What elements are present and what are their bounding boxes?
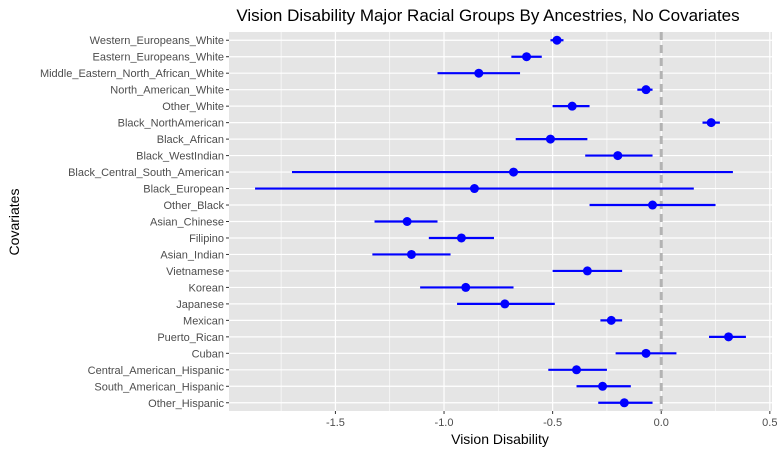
data-point (572, 365, 582, 375)
y-tick-label: Black_European (143, 184, 224, 196)
data-point (500, 299, 510, 309)
y-tick-label: Black_WestIndian (136, 151, 224, 163)
data-point (619, 398, 629, 408)
data-point (552, 35, 562, 45)
x-tick-label: -1.0 (435, 417, 454, 429)
data-point (406, 249, 416, 259)
x-tick-label: 0.5 (762, 417, 777, 429)
data-point (456, 233, 466, 243)
data-point (474, 68, 484, 78)
data-point (613, 151, 623, 161)
data-point (469, 184, 479, 194)
y-tick-label: Eastern_Europeans_White (93, 52, 224, 64)
y-tick-label: Cuban (192, 348, 224, 360)
y-tick-label: Western_Europeans_White (90, 35, 224, 47)
y-tick-label: Other_White (162, 101, 224, 113)
data-point (724, 332, 734, 342)
y-tick-label: Filipino (189, 233, 224, 245)
y-tick-label: Other_Hispanic (148, 398, 224, 410)
y-tick-label: Puerto_Rican (157, 332, 224, 344)
data-point (509, 167, 519, 177)
y-tick-label: Other_Black (163, 200, 224, 212)
data-point (641, 85, 651, 95)
chart-title: Vision Disability Major Racial Groups By… (236, 6, 739, 25)
x-axis-title: Vision Disability (451, 431, 549, 447)
data-marks (255, 35, 746, 408)
y-tick-label: Black_NorthAmerican (118, 118, 224, 130)
y-tick-label: Asian_Indian (160, 249, 224, 261)
y-tick-label: Vietnamese (166, 266, 224, 278)
data-point (461, 282, 471, 292)
data-point (598, 381, 608, 391)
y-tick-label: Japanese (176, 299, 224, 311)
x-tick-label: -0.5 (543, 417, 562, 429)
y-tick-label: Black_Central_South_American (68, 167, 224, 179)
x-tick-label: -1.5 (326, 417, 345, 429)
y-tick-label: Korean (189, 282, 224, 294)
y-tick-label: Mexican (183, 315, 224, 327)
data-point (706, 118, 716, 128)
y-tick-label: Central_American_Hispanic (88, 365, 225, 377)
y-tick-labels: Western_Europeans_White Eastern_Europeans… (40, 35, 229, 410)
y-tick-label: Black_African (157, 134, 224, 146)
data-point (641, 348, 651, 358)
data-point (522, 52, 532, 62)
data-point (567, 101, 577, 111)
x-tick-label: 0.0 (654, 417, 669, 429)
data-point (545, 134, 555, 144)
data-point (606, 315, 616, 325)
data-point (582, 266, 592, 276)
x-tick-labels: -1.5 -1.0 -0.5 0.0 0.5 (326, 411, 777, 429)
data-point (648, 200, 658, 210)
y-tick-label: South_American_Hispanic (94, 381, 224, 393)
y-tick-label: Middle_Eastern_North_African_White (40, 68, 224, 80)
y-axis-title: Covariates (6, 189, 22, 256)
y-tick-label: Asian_Chinese (150, 217, 224, 229)
y-tick-label: North_American_White (110, 85, 224, 97)
data-point (402, 217, 412, 226)
